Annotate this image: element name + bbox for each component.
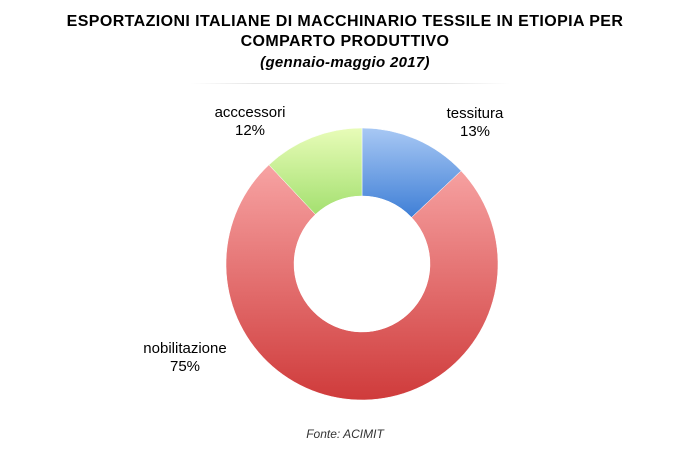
chart-source: Fonte: ACIMIT — [306, 427, 384, 441]
donut-hole — [294, 196, 430, 332]
chart-title-line-1: ESPORTAZIONI ITALIANE DI MACCHINARIO TES… — [66, 13, 624, 30]
donut-slices — [225, 127, 499, 401]
slice-label-acccessori: acccessori 12% — [200, 104, 300, 140]
slice-label-name: tessitura — [446, 105, 504, 122]
slice-label-name: acccessori — [214, 104, 286, 121]
slice-label-value: 13% — [459, 123, 491, 140]
chart-title-line-2: COMPARTO PRODUTTIVO — [240, 33, 450, 50]
slice-label-value: 75% — [169, 358, 201, 375]
slice-label-tessitura: tessitura 13% — [430, 105, 520, 141]
slice-label-name: nobilitazione — [143, 340, 227, 357]
slice-label-value: 12% — [234, 122, 266, 139]
slice-label-nobilitazione: nobilitazione 75% — [125, 340, 245, 376]
chart-subtitle: (gennaio-maggio 2017) — [260, 54, 430, 71]
title-divider — [190, 83, 510, 84]
